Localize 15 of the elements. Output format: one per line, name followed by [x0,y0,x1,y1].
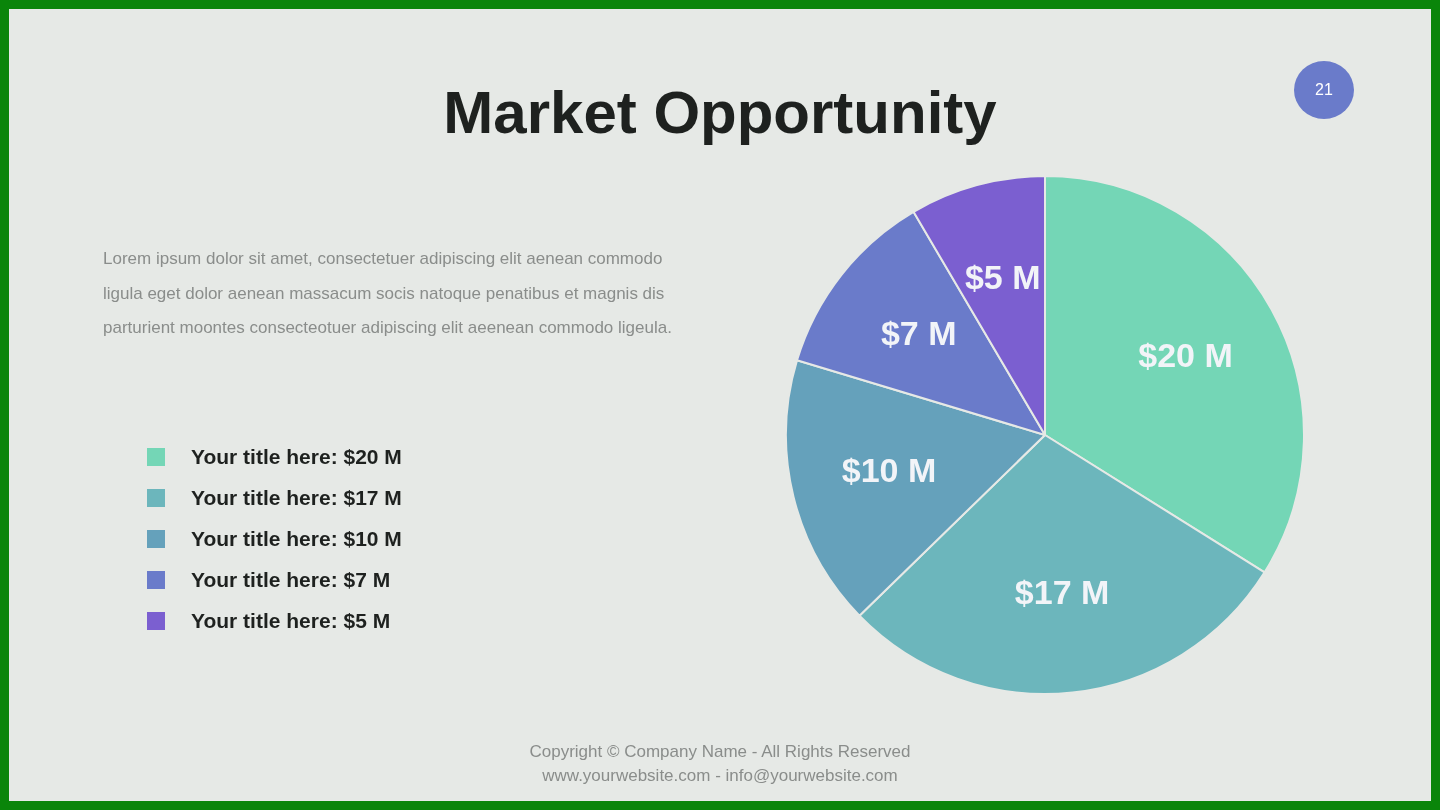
data-label: $7 M [880,314,957,353]
text: www.yourwebsite.com - info@yourwebsite.com [541,765,899,787]
legend-label: Your title here: $20 M [191,444,402,469]
legend-label: Your title here: $7 M [191,567,391,592]
legend-label: Your title here: $5 M [191,608,391,633]
data-label: $17 M [1014,573,1110,612]
text: Copyright © Company Name - All Rights Reserved [528,741,912,763]
legend-label: Your title here: $10 M [191,526,402,551]
data-label: $5 M [964,258,1041,297]
text: Lorem ipsum dolor sit amet, consectetuer adipiscing elit aenean commodo ligula eget dolor aenean massacum socis natoque penatibus et magnis dis parturient moontes consecteotuer adipiscing elit aeenean commodo ligeula. [103,248,673,339]
chart-title: Market Opportunity [443,79,997,146]
data-label: $20 M [1138,335,1233,374]
data-label: $10 M [841,451,937,490]
text: 21 [1294,61,1354,119]
legend-label: Your title here: $17 M [191,485,402,510]
